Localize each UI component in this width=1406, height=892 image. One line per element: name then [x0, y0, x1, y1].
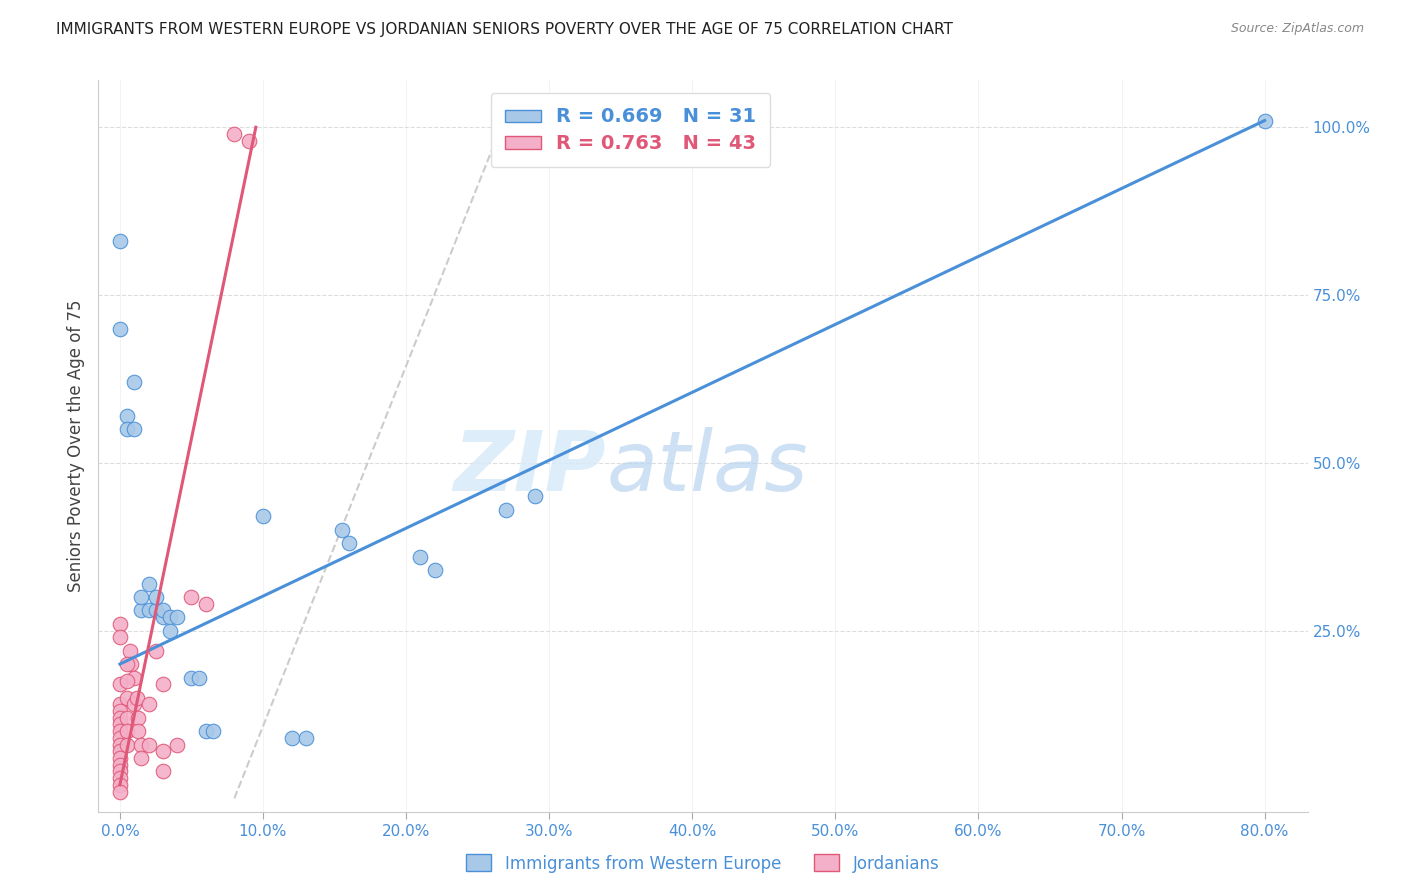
Point — [118, 643, 141, 657]
Point — [108, 771, 131, 785]
Point — [108, 704, 131, 718]
Legend: Immigrants from Western Europe, Jordanians: Immigrants from Western Europe, Jordania… — [460, 847, 946, 880]
Point — [108, 321, 131, 335]
Point — [252, 509, 274, 524]
Point — [115, 724, 138, 739]
Text: ZIP: ZIP — [454, 427, 606, 508]
Point — [108, 764, 131, 779]
Point — [145, 603, 167, 617]
Point — [145, 590, 167, 604]
Point — [152, 764, 174, 779]
Point — [122, 671, 145, 685]
Text: atlas: atlas — [606, 427, 808, 508]
Point — [108, 738, 131, 752]
Point — [108, 235, 131, 249]
Point — [152, 610, 174, 624]
Point — [115, 690, 138, 705]
Point — [166, 610, 188, 624]
Point — [1253, 113, 1275, 128]
Y-axis label: Seniors Poverty Over the Age of 75: Seniors Poverty Over the Age of 75 — [66, 300, 84, 592]
Point — [115, 409, 138, 423]
Point — [125, 690, 148, 705]
Point — [495, 502, 517, 516]
Point — [194, 724, 217, 739]
Point — [152, 744, 174, 758]
Text: IMMIGRANTS FROM WESTERN EUROPE VS JORDANIAN SENIORS POVERTY OVER THE AGE OF 75 C: IMMIGRANTS FROM WESTERN EUROPE VS JORDAN… — [56, 22, 953, 37]
Point — [180, 671, 202, 685]
Point — [152, 603, 174, 617]
Point — [409, 549, 432, 564]
Point — [194, 597, 217, 611]
Point — [108, 784, 131, 798]
Point — [423, 563, 446, 577]
Point — [131, 738, 153, 752]
Point — [108, 744, 131, 758]
Point — [295, 731, 318, 745]
Point — [108, 778, 131, 792]
Point — [108, 616, 131, 631]
Point — [138, 738, 160, 752]
Point — [131, 590, 153, 604]
Point — [108, 630, 131, 644]
Point — [108, 711, 131, 725]
Point — [108, 677, 131, 691]
Point — [159, 610, 181, 624]
Point — [152, 677, 174, 691]
Point — [201, 724, 224, 739]
Point — [115, 673, 138, 688]
Point — [159, 624, 181, 638]
Point — [187, 671, 209, 685]
Point — [337, 536, 360, 550]
Point — [224, 127, 246, 141]
Point — [138, 698, 160, 712]
Point — [127, 724, 149, 739]
Point — [122, 698, 145, 712]
Point — [122, 376, 145, 390]
Point — [131, 751, 153, 765]
Point — [180, 590, 202, 604]
Point — [122, 422, 145, 436]
Point — [115, 422, 138, 436]
Point — [280, 731, 302, 745]
Point — [108, 751, 131, 765]
Point — [108, 731, 131, 745]
Point — [115, 657, 138, 671]
Point — [108, 757, 131, 772]
Point — [120, 657, 142, 671]
Point — [330, 523, 353, 537]
Point — [108, 717, 131, 731]
Point — [238, 134, 260, 148]
Point — [115, 738, 138, 752]
Point — [145, 643, 167, 657]
Point — [523, 489, 546, 503]
Point — [138, 576, 160, 591]
Text: Source: ZipAtlas.com: Source: ZipAtlas.com — [1230, 22, 1364, 36]
Point — [138, 603, 160, 617]
Point — [108, 698, 131, 712]
Point — [108, 724, 131, 739]
Point — [115, 711, 138, 725]
Point — [127, 711, 149, 725]
Legend: R = 0.669   N = 31, R = 0.763   N = 43: R = 0.669 N = 31, R = 0.763 N = 43 — [491, 93, 770, 167]
Point — [131, 603, 153, 617]
Point — [166, 738, 188, 752]
